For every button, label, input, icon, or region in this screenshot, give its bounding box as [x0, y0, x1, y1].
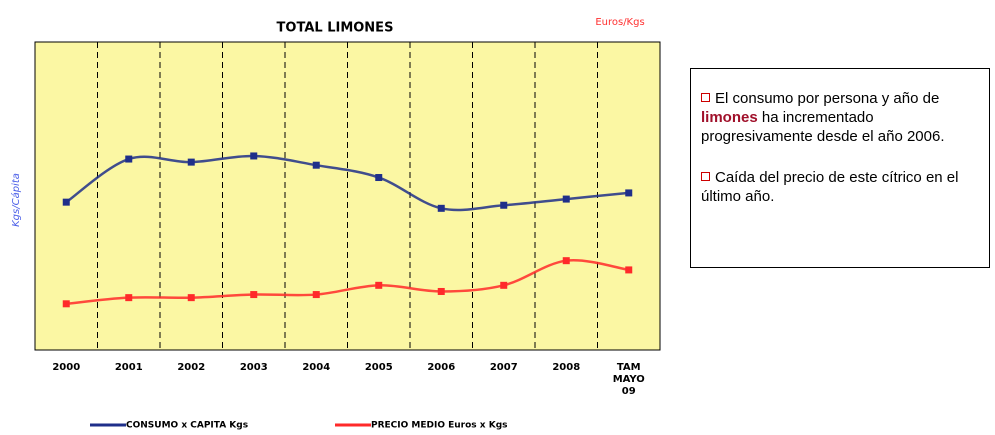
- note-text: Caída del precio de este cítrico en el ú…: [701, 169, 959, 205]
- point: [125, 155, 133, 163]
- point: [500, 281, 508, 289]
- point: [250, 152, 258, 160]
- point: [250, 291, 258, 299]
- note: Caída del precio de este cítrico en el ú…: [701, 168, 981, 206]
- point: [562, 257, 570, 265]
- point: [187, 294, 195, 302]
- note-text: ha incrementado progresivamente desde el…: [701, 109, 945, 145]
- point: [562, 195, 570, 203]
- point: [125, 294, 133, 302]
- point: [187, 158, 195, 166]
- x-tick-label: TAM MAYO 09: [612, 362, 645, 397]
- point: [437, 204, 445, 212]
- point: [437, 287, 445, 295]
- x-tick-label: 2005: [364, 362, 393, 373]
- series-line: [66, 259, 629, 306]
- chart-title: TOTAL LIMONES: [277, 21, 394, 36]
- note-text: El consumo por persona y año de: [715, 90, 940, 107]
- x-tick-label: 2008: [552, 362, 581, 373]
- point: [625, 266, 633, 274]
- x-tick-label: 2000: [52, 362, 81, 373]
- point: [500, 201, 508, 209]
- y2-axis-label: Euros/Kgs: [595, 17, 644, 28]
- point: [312, 161, 320, 169]
- x-tick-label: 2004: [302, 362, 331, 373]
- x-tick-label: 2006: [427, 362, 456, 373]
- legend-label: PRECIO MEDIO Euros x Kgs: [371, 421, 508, 431]
- point: [375, 174, 383, 182]
- x-tick-label: 2003: [239, 362, 268, 373]
- x-tick-label: 2002: [177, 362, 206, 373]
- point: [312, 291, 320, 299]
- point: [62, 198, 70, 206]
- note: El consumo por persona y año de limones …: [701, 89, 981, 146]
- legend-label: CONSUMO x CAPITA Kgs: [126, 421, 248, 431]
- notes-box: El consumo por persona y año de limones …: [690, 68, 990, 268]
- y-axis-label: Kgs/Cápita: [10, 173, 22, 227]
- x-tick-label: 2007: [489, 362, 518, 373]
- x-tick-label: 2001: [114, 362, 143, 373]
- point: [625, 189, 633, 197]
- point: [62, 300, 70, 308]
- note-highlight: limones: [701, 109, 758, 126]
- point: [375, 281, 383, 289]
- series-line: [65, 154, 629, 212]
